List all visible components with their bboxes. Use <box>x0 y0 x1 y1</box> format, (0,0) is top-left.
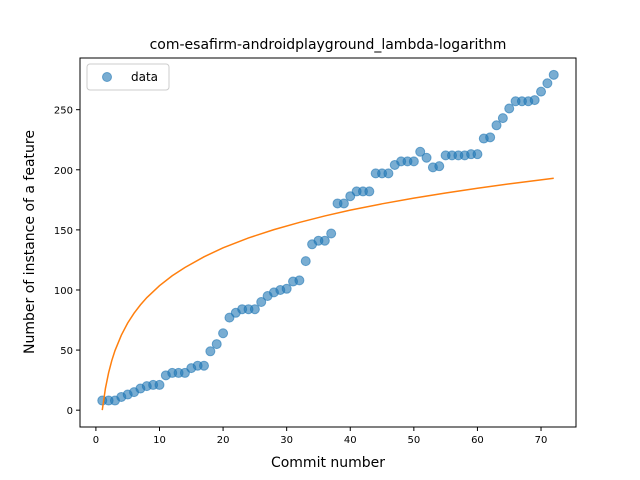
x-tick-label: 0 <box>93 435 99 446</box>
chart-title: com-esafirm-androidplayground_lambda-log… <box>150 37 507 53</box>
y-tick-label: 100 <box>54 286 73 297</box>
y-tick-label: 200 <box>54 166 73 177</box>
fit-line <box>101 177 554 411</box>
data-point <box>211 339 222 350</box>
data-point <box>338 198 349 209</box>
data-point <box>154 379 165 390</box>
data-point <box>421 152 432 163</box>
data-point <box>415 146 426 157</box>
data-point <box>281 283 292 294</box>
x-tick-label: 20 <box>217 435 230 446</box>
data-point <box>249 304 260 315</box>
data-point <box>326 228 337 239</box>
legend-marker <box>102 72 112 82</box>
x-tick-label: 10 <box>153 435 166 446</box>
legend: data <box>86 63 170 91</box>
data-point <box>383 168 394 179</box>
data-point <box>408 156 419 167</box>
data-point <box>536 86 547 97</box>
y-tick-label: 0 <box>67 406 73 417</box>
data-point <box>529 95 540 106</box>
data-point <box>491 120 502 131</box>
legend-box <box>86 63 170 91</box>
y-tick-label: 50 <box>60 346 73 357</box>
data-point <box>472 149 483 160</box>
x-tick-label: 30 <box>280 435 293 446</box>
data-point <box>300 256 311 267</box>
x-axis-label: Commit number <box>271 455 385 471</box>
y-tick-label: 250 <box>54 106 73 117</box>
y-axis-label: Number of instance of a feature <box>22 130 38 354</box>
data-point <box>497 113 508 124</box>
y-tick-label: 150 <box>54 226 73 237</box>
data-point <box>256 297 267 307</box>
data-point <box>504 103 515 114</box>
data-point <box>548 69 559 80</box>
data-point <box>485 132 496 143</box>
data-point <box>218 328 229 339</box>
data-point <box>542 78 553 89</box>
data-point <box>364 186 375 197</box>
x-tick-label: 70 <box>535 435 548 446</box>
x-tick-label: 50 <box>407 435 420 446</box>
data-point <box>294 275 305 286</box>
x-tick-label: 60 <box>471 435 484 446</box>
plot-area <box>97 69 559 411</box>
axes-frame <box>79 57 577 428</box>
axes: 0 10 20 30 40 50 60 70 0 50 100 150 200 250 <box>54 57 577 446</box>
legend-label: data <box>131 70 158 84</box>
data-point <box>434 161 445 172</box>
x-tick-label: 40 <box>344 435 357 446</box>
data-point <box>205 346 216 357</box>
data-point <box>199 360 209 371</box>
data-point <box>319 235 330 246</box>
